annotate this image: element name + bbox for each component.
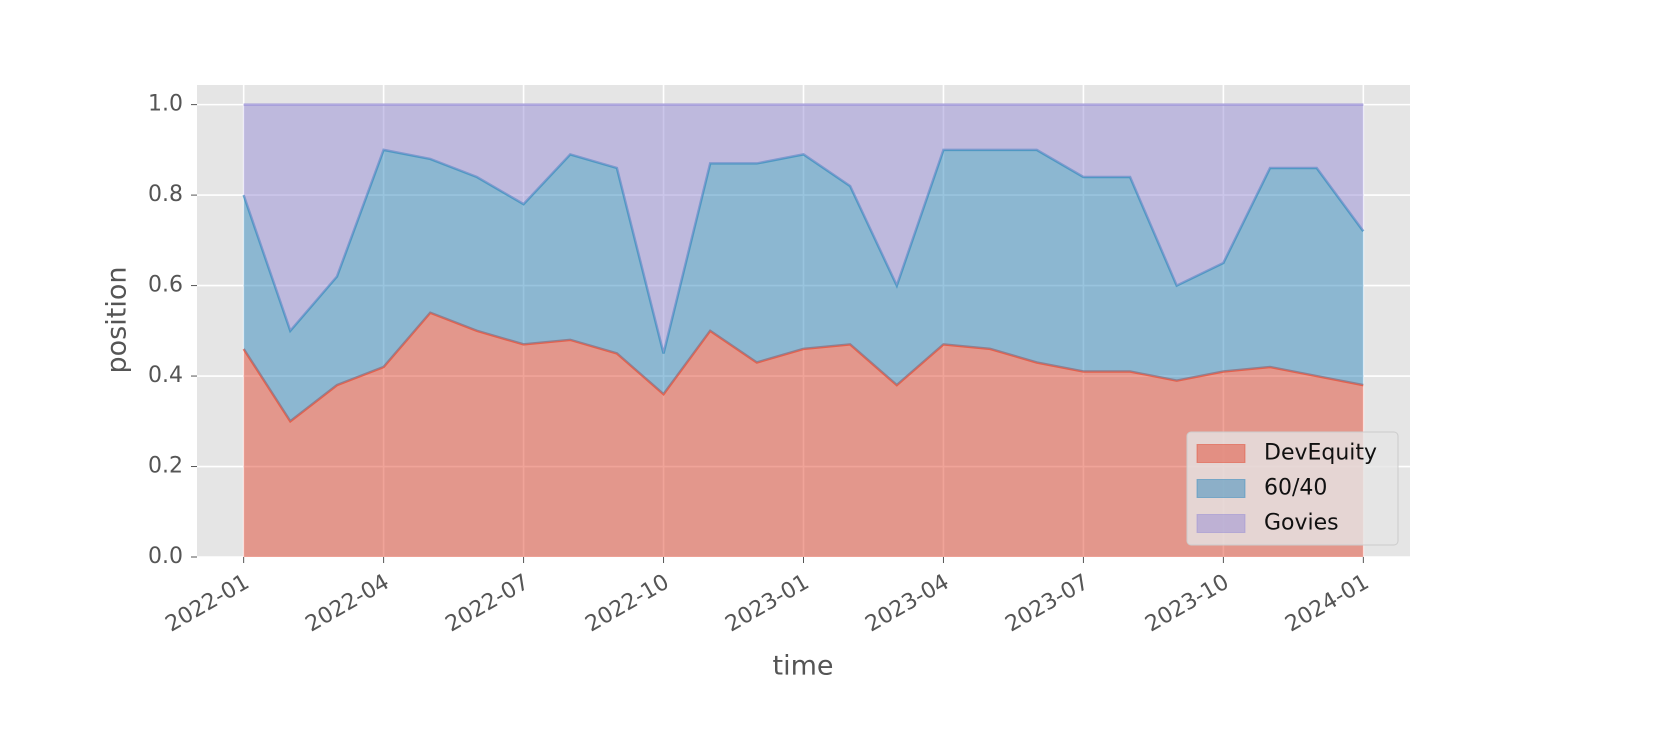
area-edge: [242, 148, 1365, 354]
x-axis-label: time: [772, 651, 833, 682]
area: [243, 104, 1364, 354]
legend-label: 60/40: [1264, 476, 1327, 501]
area: [243, 149, 1364, 422]
y-tick-label: 1.0: [148, 92, 183, 117]
x-tick-label: 2022-10: [581, 570, 673, 638]
x-tick-label: 2022-04: [302, 570, 394, 638]
legend-swatch: [1196, 514, 1246, 533]
y-tick-label: 0.8: [148, 182, 183, 207]
x-tick-label: 2023-07: [1001, 570, 1093, 638]
x-tick-label: 2022-07: [441, 570, 533, 638]
legend-swatch: [1196, 444, 1246, 463]
x-tick-label: 2023-01: [721, 570, 813, 638]
x-tick-label: 2022-01: [162, 570, 254, 638]
legend-swatch: [1196, 479, 1246, 498]
y-axis-label: position: [102, 267, 133, 374]
x-tick-label: 2024-01: [1281, 570, 1373, 638]
legend-label: DevEquity: [1264, 441, 1377, 466]
y-tick-label: 0.6: [148, 273, 183, 298]
x-tick-label: 2023-10: [1141, 570, 1233, 638]
y-tick-label: 0.0: [148, 544, 183, 569]
y-tick-label: 0.2: [148, 454, 183, 479]
area: [243, 312, 1364, 557]
x-tick-label: 2023-04: [861, 570, 953, 638]
legend-label: Govies: [1264, 511, 1339, 536]
y-tick-label: 0.4: [148, 363, 183, 388]
